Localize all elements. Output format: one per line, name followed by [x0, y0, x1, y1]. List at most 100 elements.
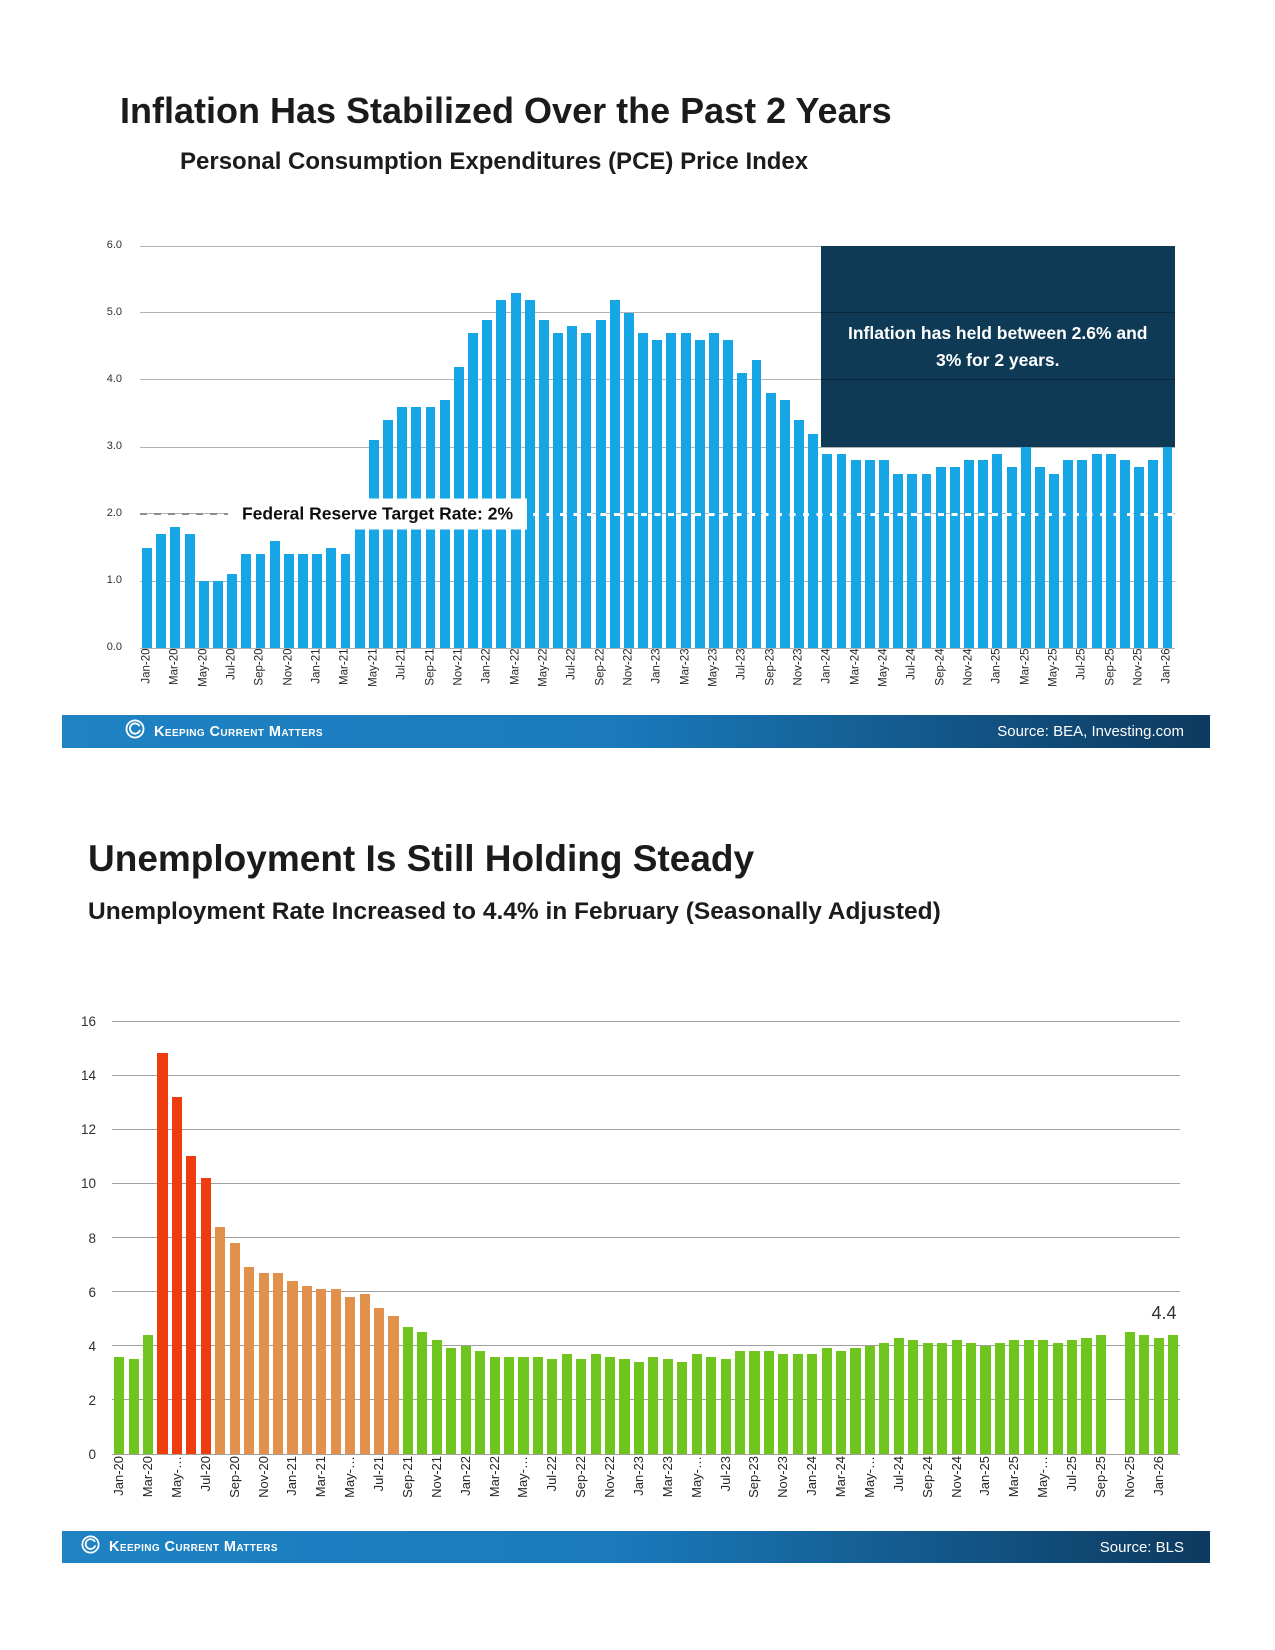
x-tick-slot	[906, 1457, 920, 1527]
x-tick-slot: Nov-20	[282, 649, 296, 716]
x-tick-slot: Jan-25	[977, 1456, 992, 1527]
bar-slot	[523, 246, 537, 648]
bar-slot	[531, 1021, 545, 1454]
x-tick-slot: Jul-25	[1064, 1456, 1079, 1527]
bar-slot	[353, 246, 367, 648]
bar-slot	[480, 246, 494, 648]
x-tick-slot: Nov-24	[962, 649, 976, 716]
x-tick-slot	[381, 650, 395, 716]
chart2-bars	[112, 1021, 1180, 1454]
bar-slot	[314, 1021, 328, 1454]
bar-slot	[199, 1021, 213, 1454]
x-tick-slot: Jul-20	[225, 649, 239, 716]
bar	[893, 473, 904, 648]
bar	[227, 574, 238, 648]
bar-slot	[271, 1021, 285, 1454]
bar	[765, 393, 776, 648]
bar	[524, 299, 535, 648]
bar	[388, 1315, 399, 1454]
bar-slot	[154, 246, 168, 648]
bar-slot	[296, 246, 310, 648]
bar-slot	[863, 1021, 877, 1454]
x-tick-slot	[268, 650, 282, 716]
bar-slot	[140, 246, 154, 648]
x-tick-slot	[353, 650, 367, 716]
bar	[272, 1272, 284, 1454]
x-tick-slot	[324, 650, 338, 716]
bar-slot	[1047, 246, 1061, 648]
bar-slot	[891, 246, 905, 648]
bar-slot	[310, 246, 324, 648]
y-tick-label: 14	[80, 1068, 96, 1084]
bar	[1139, 1334, 1150, 1454]
x-tick-slot	[693, 650, 707, 716]
bar-slot	[622, 246, 636, 648]
bar	[706, 1356, 717, 1454]
x-tick-label: Sep-21	[399, 1456, 415, 1498]
brand: Keeping Current Matters	[124, 718, 323, 745]
bar	[648, 1356, 659, 1454]
x-tick-label: May-…	[515, 1456, 531, 1498]
x-tick-slot	[560, 1457, 574, 1527]
x-tick-label: Sep-21	[424, 648, 437, 686]
bar-slot	[574, 1021, 588, 1454]
bar	[475, 1351, 486, 1454]
bar-slot	[664, 246, 678, 648]
bar-slot	[934, 246, 948, 648]
bar-slot	[646, 1021, 660, 1454]
bar	[763, 1351, 774, 1454]
bar-slot	[877, 1021, 891, 1454]
bar-slot	[863, 246, 877, 648]
x-tick-label: May-…	[688, 1456, 704, 1498]
bar-slot	[650, 246, 664, 648]
bar	[1124, 1332, 1135, 1454]
bar	[908, 1340, 919, 1454]
bar	[171, 1096, 183, 1454]
x-tick-slot: Sep-25	[1104, 649, 1118, 716]
y-tick-label: 0	[88, 1447, 96, 1462]
bar	[691, 1353, 702, 1454]
bar	[489, 1356, 500, 1454]
x-tick-slot: Jul-21	[395, 649, 409, 716]
x-tick-slot: May-25	[1047, 648, 1061, 716]
x-tick-slot: Jul-22	[565, 648, 579, 716]
x-tick-slot	[935, 1457, 949, 1527]
chart2-footer-bar: Keeping Current Matters Source: BLS	[62, 1531, 1210, 1563]
bar-slot	[395, 246, 409, 648]
kcm-logo-icon	[124, 718, 146, 745]
x-tick-slot	[848, 1457, 862, 1527]
x-tick-slot: Jan-21	[310, 649, 324, 716]
x-tick-slot	[608, 650, 622, 716]
brand-name: Keeping Current Matters	[109, 1539, 278, 1555]
bar	[340, 554, 351, 648]
bar	[241, 554, 252, 648]
gridline	[112, 1237, 1180, 1238]
bar-slot	[905, 246, 919, 648]
bar-slot	[565, 246, 579, 648]
bar	[383, 420, 393, 648]
bar	[157, 1053, 168, 1454]
x-tick-slot	[184, 1457, 198, 1527]
x-tick-slot	[588, 1457, 602, 1527]
x-tick-slot	[1108, 1457, 1122, 1527]
bar	[538, 319, 549, 648]
x-tick-slot: Jan-24	[820, 649, 834, 716]
x-tick-label: Nov-23	[792, 648, 805, 686]
x-tick-label: Nov-22	[602, 1456, 618, 1498]
x-tick-label: Jul-22	[565, 648, 578, 680]
x-tick-slot	[329, 1457, 343, 1527]
chart1-plot-area: Inflation has held between 2.6% and 3% f…	[140, 245, 1175, 649]
bar-slot	[636, 246, 650, 648]
bar	[922, 1343, 933, 1454]
bar	[316, 1288, 327, 1454]
bar	[980, 1345, 991, 1454]
bar	[468, 333, 478, 648]
x-tick-label: May-25	[1047, 648, 1060, 687]
bar	[1009, 1340, 1020, 1454]
bar-slot	[466, 246, 480, 648]
x-tick-label: Mar-24	[849, 648, 862, 685]
x-tick-slot: Jul-24	[891, 1456, 906, 1527]
bar-slot	[329, 1021, 343, 1454]
bar	[1063, 460, 1074, 648]
x-tick-label: Sep-25	[1092, 1456, 1108, 1498]
